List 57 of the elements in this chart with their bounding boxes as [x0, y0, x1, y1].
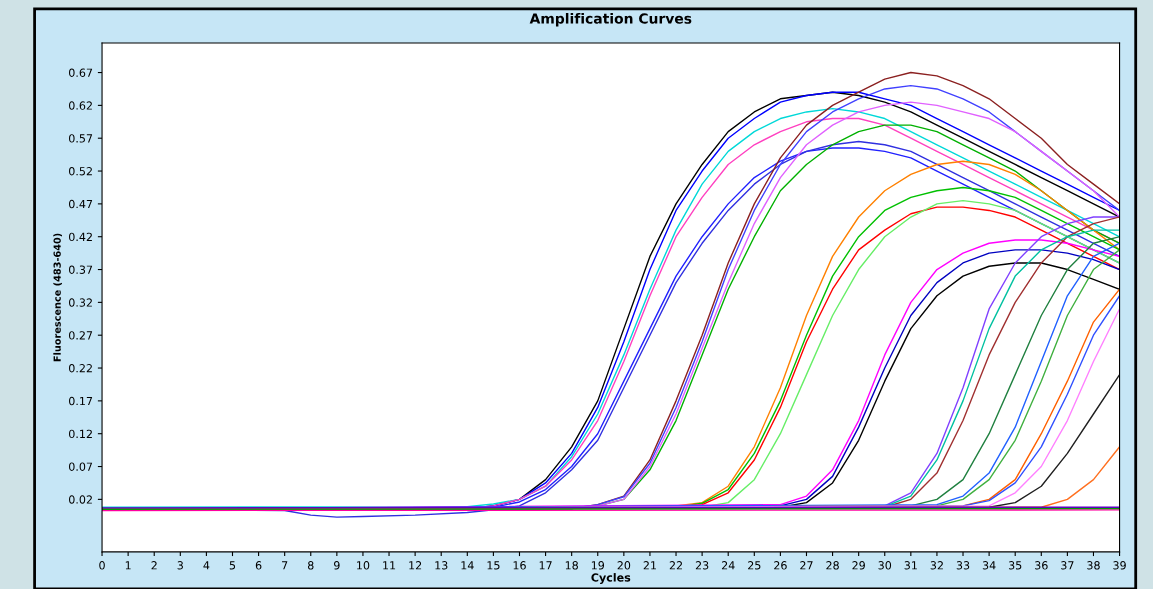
x-axis-title: Cycles	[591, 573, 631, 584]
x-tick-label: 16	[513, 561, 526, 570]
x-tick-label: 36	[1035, 561, 1048, 570]
y-tick-label: 0.42	[69, 232, 92, 242]
x-tick-label: 6	[255, 561, 262, 570]
y-tick-label: 0.07	[69, 462, 93, 471]
y-axis-title: Fluorescence (483-640)	[53, 233, 62, 362]
y-tick-label: 0.12	[69, 429, 92, 439]
x-tick-label: 7	[282, 561, 288, 570]
x-tick-label: 13	[435, 561, 448, 570]
x-tick-label: 17	[539, 561, 552, 570]
x-tick-label: 8	[307, 561, 314, 570]
x-tick-label: 27	[800, 561, 813, 570]
y-tick-label: 0.17	[69, 396, 93, 406]
x-tick-label: 28	[826, 561, 839, 570]
x-tick-label: 22	[669, 561, 682, 570]
y-tick-label: 0.27	[69, 331, 93, 340]
y-tick-label: 0.57	[69, 134, 93, 143]
x-tick-label: 15	[487, 561, 500, 570]
y-tick-label: 0.37	[69, 265, 93, 274]
y-tick-label: 0.52	[69, 167, 92, 176]
x-tick-label: 39	[1113, 561, 1126, 570]
x-tick-label: 23	[695, 561, 709, 570]
y-tick-label: 0.32	[69, 298, 92, 307]
x-tick-label: 21	[643, 561, 656, 570]
x-tick-label: 37	[1061, 561, 1074, 570]
chart-title: Amplification Curves	[529, 13, 692, 27]
x-tick-label: 19	[591, 561, 605, 570]
x-tick-label: 24	[721, 561, 735, 570]
x-tick-label: 3	[177, 561, 183, 570]
x-tick-label: 20	[617, 561, 631, 570]
y-tick-label: 0.62	[69, 101, 92, 110]
y-tick-label: 0.47	[69, 199, 93, 209]
x-tick-label: 30	[878, 561, 892, 570]
x-tick-label: 0	[99, 561, 105, 570]
x-tick-label: 12	[409, 561, 422, 570]
y-tick-label: 0.02	[69, 495, 92, 504]
x-tick-label: 29	[852, 561, 865, 570]
x-tick-label: 18	[565, 561, 578, 570]
x-tick-label: 35	[1008, 561, 1022, 570]
x-tick-label: 31	[904, 561, 917, 570]
x-tick-label: 1	[125, 561, 131, 570]
x-tick-label: 2	[151, 561, 157, 570]
x-tick-label: 25	[748, 561, 761, 570]
x-tick-label: 14	[461, 561, 474, 570]
x-tick-label: 32	[930, 561, 943, 570]
x-tick-label: 26	[774, 561, 787, 570]
x-tick-label: 5	[229, 561, 236, 570]
x-tick-label: 38	[1087, 561, 1100, 570]
x-tick-label: 11	[383, 561, 396, 570]
x-tick-label: 33	[956, 561, 970, 570]
x-tick-label: 4	[203, 561, 210, 570]
y-tick-label: 0.22	[69, 364, 92, 373]
x-tick-label: 34	[982, 561, 996, 570]
x-tick-label: 9	[334, 561, 340, 570]
x-tick-label: 10	[357, 561, 370, 570]
y-tick-label: 0.67	[69, 68, 93, 77]
